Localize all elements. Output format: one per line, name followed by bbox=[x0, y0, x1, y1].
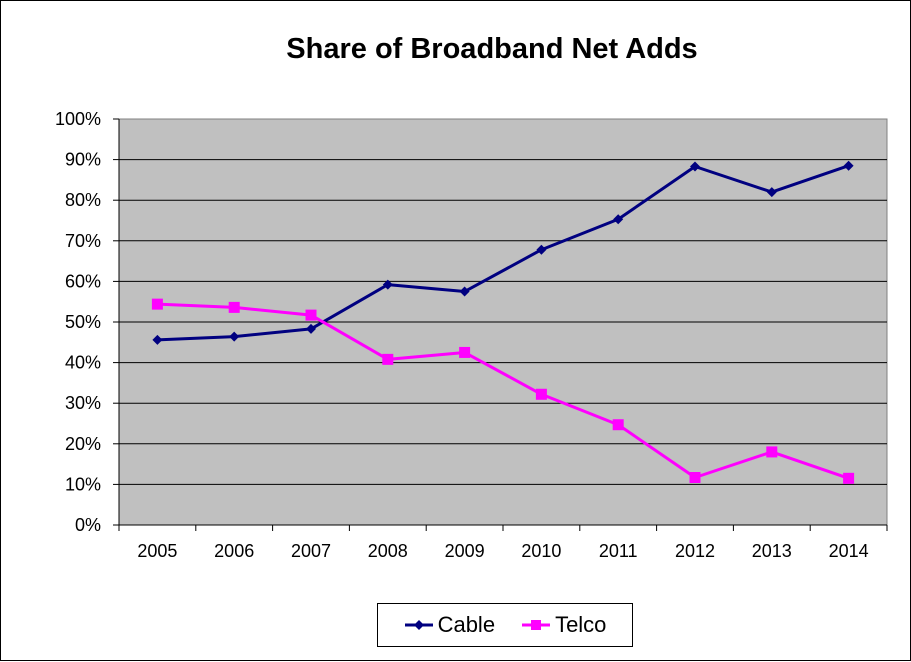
x-tick-label-2014: 2014 bbox=[829, 541, 869, 561]
y-tick-label-2: 20% bbox=[65, 434, 101, 454]
legend-item-cable: Cable bbox=[404, 612, 495, 638]
x-tick-label-2013: 2013 bbox=[752, 541, 792, 561]
y-tick-label-1: 10% bbox=[65, 474, 101, 494]
x-tick-label-2012: 2012 bbox=[675, 541, 715, 561]
y-tick-label-6: 60% bbox=[65, 271, 101, 291]
x-tick-label-2007: 2007 bbox=[291, 541, 331, 561]
y-tick-label-0: 0% bbox=[75, 515, 101, 535]
data-point-cable-2009 bbox=[459, 286, 470, 297]
y-tick-label-9: 90% bbox=[65, 150, 101, 170]
data-point-cable-2008 bbox=[382, 279, 393, 290]
legend-item-telco: Telco bbox=[521, 612, 606, 638]
data-point-telco-2011 bbox=[612, 419, 624, 431]
legend-label-telco: Telco bbox=[555, 612, 607, 637]
data-point-telco-2005 bbox=[151, 298, 163, 310]
x-tick-label-2006: 2006 bbox=[214, 541, 254, 561]
legend: Cable Telco bbox=[377, 603, 633, 647]
data-point-cable-2010 bbox=[536, 244, 547, 255]
x-tick-label-2011: 2011 bbox=[599, 541, 638, 561]
data-point-cable-2006 bbox=[229, 331, 240, 342]
y-tick-label-10: 100% bbox=[55, 109, 101, 129]
series-line-telco bbox=[157, 302, 850, 480]
chart-title: Share of Broadband Net Adds bbox=[286, 33, 697, 65]
data-point-telco-2009 bbox=[459, 346, 471, 358]
data-point-telco-2010 bbox=[535, 388, 547, 400]
x-tick-label-2009: 2009 bbox=[445, 541, 485, 561]
data-point-cable-2014 bbox=[843, 160, 854, 171]
y-tick-label-4: 40% bbox=[65, 353, 101, 373]
x-tick-label-2010: 2010 bbox=[521, 541, 561, 561]
data-point-cable-2005 bbox=[152, 334, 163, 345]
data-point-telco-2008 bbox=[382, 353, 394, 365]
data-point-cable-2012 bbox=[690, 161, 700, 172]
y-tick-label-8: 80% bbox=[65, 190, 101, 210]
data-point-telco-2007 bbox=[305, 309, 317, 321]
data-point-cable-2011 bbox=[613, 214, 624, 225]
y-tick-label-7: 70% bbox=[65, 231, 101, 251]
data-point-cable-2007 bbox=[306, 323, 316, 334]
legend-label-cable: Cable bbox=[437, 612, 496, 637]
x-tick-label-2008: 2008 bbox=[368, 541, 408, 561]
y-tick-label-3: 30% bbox=[65, 393, 101, 413]
x-tick-label-2005: 2005 bbox=[137, 541, 177, 561]
y-tick-label-5: 50% bbox=[65, 312, 101, 332]
data-point-telco-2006 bbox=[228, 301, 240, 313]
data-point-telco-2012 bbox=[689, 471, 701, 483]
data-point-cable-2013 bbox=[766, 187, 777, 198]
data-point-telco-2013 bbox=[766, 446, 778, 458]
legend-swatch-cable bbox=[404, 617, 434, 633]
legend-swatch-telco bbox=[521, 617, 551, 633]
data-point-telco-2014 bbox=[843, 472, 855, 484]
series-line-cable bbox=[157, 164, 850, 342]
